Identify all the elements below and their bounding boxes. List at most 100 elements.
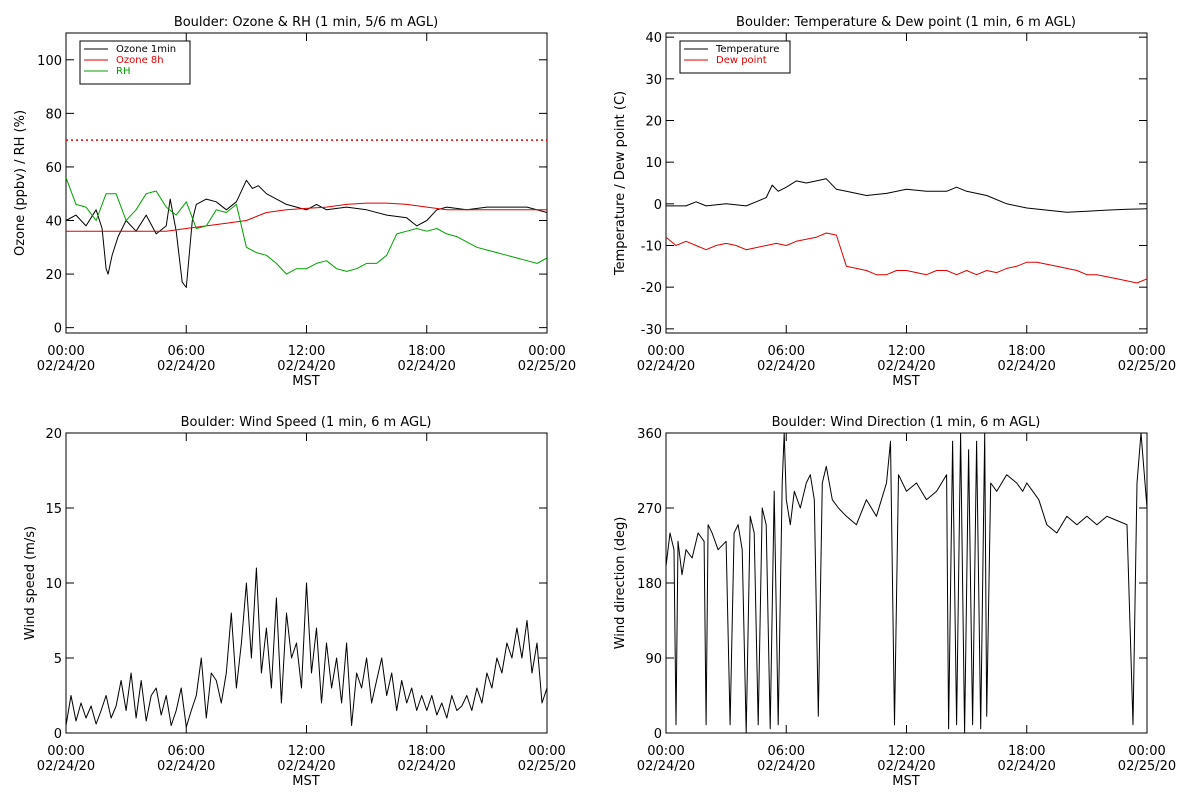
x-tick-date-label: 02/24/20	[877, 759, 935, 774]
panel-title: Boulder: Wind Direction (1 min, 6 m AGL)	[772, 415, 1041, 430]
x-tick-date-label: 02/24/20	[757, 759, 815, 774]
ticks: 00:0002/24/2006:0002/24/2012:0002/24/201…	[637, 427, 1176, 774]
y-axis-label: Temperature / Dew point (C)	[613, 91, 628, 276]
series-line-rh	[66, 177, 547, 275]
ticks: 00:0002/24/2006:0002/24/2012:0002/24/201…	[37, 427, 576, 774]
x-tick-label: 06:00	[768, 344, 805, 359]
legend-entry-label: Ozone 8h	[116, 55, 164, 66]
x-tick-label: 12:00	[288, 744, 325, 759]
y-axis-label: Ozone (ppbv) / RH (%)	[13, 110, 28, 256]
legend-box	[79, 40, 191, 85]
x-tick-date-label: 02/25/20	[1118, 359, 1176, 374]
y-tick-label: 30	[645, 73, 662, 88]
x-tick-date-label: 02/24/20	[637, 359, 695, 374]
x-tick-date-label: 02/24/20	[277, 759, 335, 774]
x-tick-label: 12:00	[288, 344, 325, 359]
x-tick-date-label: 02/24/20	[998, 359, 1056, 374]
y-tick-label: 10	[45, 577, 62, 592]
x-tick-label: 12:00	[888, 344, 925, 359]
panel-ozone-rh: Boulder: Ozone & RH (1 min, 5/6 m AGL) 0…	[13, 15, 576, 389]
ticks: 00:0002/24/2006:0002/24/2012:0002/24/201…	[37, 33, 576, 374]
series-layer	[66, 177, 547, 288]
panel-temperature-dewpoint: Boulder: Temperature & Dew point (1 min,…	[613, 15, 1176, 389]
x-tick-label: 12:00	[888, 744, 925, 759]
x-tick-label: 00:00	[47, 344, 84, 359]
legend-entry-label: Dew point	[716, 55, 767, 66]
ticks: 00:0002/24/2006:0002/24/2012:0002/24/201…	[637, 31, 1176, 374]
x-tick-label: 00:00	[647, 744, 684, 759]
x-tick-label: 00:00	[528, 344, 565, 359]
x-tick-label: 00:00	[528, 744, 565, 759]
y-tick-label: 270	[637, 502, 662, 517]
legend-entry-label: RH	[116, 66, 130, 77]
x-tick-label: 18:00	[1008, 744, 1045, 759]
y-axis-label: Wind speed (m/s)	[23, 526, 38, 640]
series-layer	[66, 567, 547, 728]
x-axis-label: MST	[292, 374, 319, 389]
x-tick-label: 06:00	[168, 344, 205, 359]
x-tick-date-label: 02/24/20	[37, 759, 95, 774]
x-tick-label: 00:00	[1128, 344, 1165, 359]
x-tick-label: 06:00	[768, 744, 805, 759]
y-tick-label: 20	[45, 427, 62, 442]
y-tick-label: 0	[54, 322, 62, 337]
legend-entry-label: Ozone 1min	[116, 44, 176, 55]
y-tick-label: -30	[641, 323, 662, 338]
legend-box	[679, 40, 791, 74]
y-tick-label: -10	[641, 240, 662, 255]
x-tick-label: 06:00	[168, 744, 205, 759]
panel-wind-speed: Boulder: Wind Speed (1 min, 6 m AGL) 00:…	[23, 415, 576, 789]
series-line-main	[666, 433, 1147, 733]
series-line-ozone-1min	[66, 179, 547, 288]
x-tick-date-label: 02/24/20	[998, 759, 1056, 774]
y-tick-label: 0	[654, 727, 662, 742]
y-tick-label: -20	[641, 281, 662, 296]
y-tick-label: 90	[645, 652, 662, 667]
x-tick-label: 18:00	[408, 744, 445, 759]
x-tick-date-label: 02/24/20	[757, 359, 815, 374]
legend-entry-label: Temperature	[715, 44, 779, 55]
y-tick-label: 15	[45, 502, 62, 517]
x-tick-date-label: 02/24/20	[277, 359, 335, 374]
x-tick-label: 00:00	[1128, 744, 1165, 759]
x-tick-label: 18:00	[408, 344, 445, 359]
y-tick-label: 80	[45, 107, 62, 122]
x-tick-label: 00:00	[647, 344, 684, 359]
x-tick-date-label: 02/24/20	[398, 359, 456, 374]
x-tick-date-label: 02/24/20	[157, 759, 215, 774]
series-line-temperature	[666, 178, 1147, 213]
y-tick-label: 20	[45, 268, 62, 283]
panel-title: Boulder: Temperature & Dew point (1 min,…	[736, 15, 1076, 30]
y-tick-label: 180	[637, 577, 662, 592]
plot-frame	[665, 432, 1148, 734]
x-axis-label: MST	[892, 774, 919, 789]
panel-wind-direction: Boulder: Wind Direction (1 min, 6 m AGL)…	[613, 415, 1176, 789]
y-tick-label: 10	[645, 156, 662, 171]
series-line-dew-point	[666, 232, 1147, 284]
series-line-main	[66, 567, 547, 728]
x-tick-date-label: 02/25/20	[518, 359, 576, 374]
series-line-ozone-8h	[66, 202, 547, 232]
x-axis-label: MST	[292, 774, 319, 789]
y-tick-label: 0	[654, 198, 662, 213]
x-tick-date-label: 02/25/20	[1118, 759, 1176, 774]
x-axis-label: MST	[892, 374, 919, 389]
panel-title: Boulder: Wind Speed (1 min, 6 m AGL)	[181, 415, 432, 430]
y-tick-label: 60	[45, 161, 62, 176]
panel-title: Boulder: Ozone & RH (1 min, 5/6 m AGL)	[174, 15, 438, 30]
x-tick-label: 18:00	[1008, 344, 1045, 359]
x-tick-date-label: 02/24/20	[877, 359, 935, 374]
y-tick-label: 20	[645, 115, 662, 130]
x-tick-date-label: 02/24/20	[637, 759, 695, 774]
y-axis-label: Wind direction (deg)	[613, 517, 628, 650]
plot-frame	[665, 32, 1148, 334]
x-tick-label: 00:00	[47, 744, 84, 759]
y-tick-label: 40	[645, 31, 662, 46]
x-tick-date-label: 02/24/20	[157, 359, 215, 374]
y-tick-label: 40	[45, 215, 62, 230]
series-layer	[666, 178, 1147, 284]
x-tick-date-label: 02/24/20	[398, 759, 456, 774]
series-layer	[666, 433, 1147, 733]
